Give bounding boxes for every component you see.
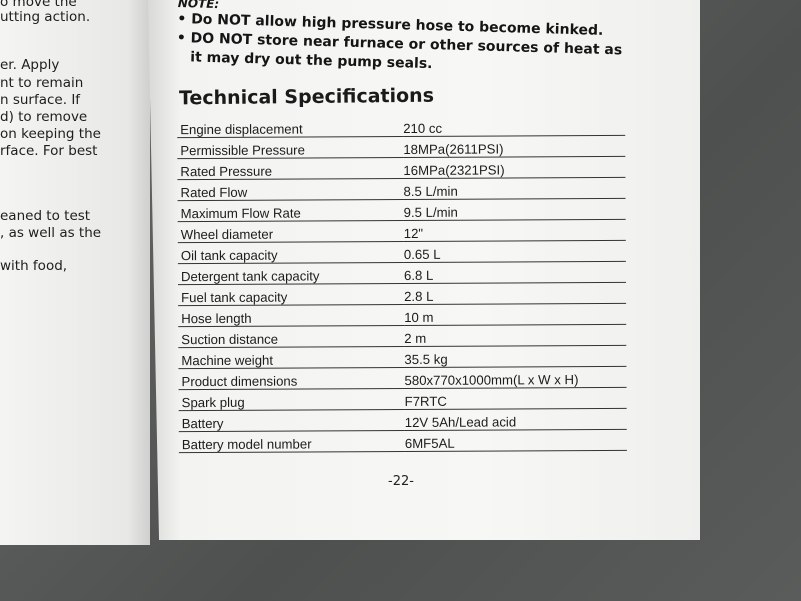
left-page-text: utting action. <box>0 9 91 25</box>
spec-label: Suction distance <box>178 325 405 348</box>
spec-label: Rated Pressure <box>177 157 404 180</box>
spec-value: 18MPa(2611PSI) <box>403 135 626 158</box>
left-page-text: with food, <box>0 258 68 274</box>
spec-row: Fuel tank capacity 2.8 L <box>178 282 627 306</box>
spec-row: Engine displacement 210 cc <box>177 114 626 138</box>
spec-value: 2.8 L <box>403 282 627 305</box>
spec-value: F7RTC <box>404 387 627 410</box>
spec-value: 6MF5AL <box>404 429 627 452</box>
spec-row: Maximum Flow Rate 9.5 L/min <box>177 198 626 222</box>
spec-label: Wheel diameter <box>177 220 404 243</box>
spec-row: Detergent tank capacity 6.8 L <box>177 261 626 285</box>
spec-label: Machine weight <box>178 346 405 369</box>
spec-row: Battery 12V 5Ah/Lead acid <box>178 408 627 432</box>
left-page-text: nt to remain <box>0 75 84 91</box>
note-block: NOTE: • Do NOT allow high pressure hose … <box>176 0 632 80</box>
left-page-text: d) to remove <box>0 109 88 125</box>
left-page-text: , as well as the <box>0 225 102 241</box>
spec-row: Machine weight 35.5 kg <box>178 345 627 369</box>
right-page <box>148 0 700 540</box>
left-page-text: n surface. If <box>0 92 81 108</box>
spec-row: Hose length 10 m <box>178 303 627 327</box>
spec-value: 9.5 L/min <box>403 198 626 221</box>
spec-row: Oil tank capacity 0.65 L <box>177 240 626 264</box>
spec-row: Wheel diameter 12" <box>177 219 626 243</box>
spec-row: Product dimensions 580x770x1000mm(L x W x… <box>178 366 627 390</box>
spec-value: 8.5 L/min <box>403 177 626 200</box>
spec-value: 35.5 kg <box>404 345 627 368</box>
left-page-text: rface. For best <box>0 143 98 159</box>
spec-label: Permissible Pressure <box>177 136 404 159</box>
spec-label: Battery model number <box>178 430 405 453</box>
spec-row: Spark plug F7RTC <box>178 387 627 411</box>
spec-label: Rated Flow <box>177 178 404 201</box>
spec-label: Engine displacement <box>177 115 404 138</box>
spec-value: 580x770x1000mm(L x W x H) <box>404 366 627 389</box>
spec-label: Fuel tank capacity <box>178 283 405 306</box>
spec-row: Rated Pressure 16MPa(2321PSI) <box>177 156 626 180</box>
spec-label: Product dimensions <box>178 367 405 390</box>
spec-value: 210 cc <box>403 114 626 137</box>
section-title: Technical Specifications <box>178 84 435 110</box>
spec-row: Permissible Pressure 18MPa(2611PSI) <box>177 135 626 159</box>
page-number: -22- <box>388 474 414 489</box>
spec-row: Suction distance 2 m <box>178 324 627 348</box>
spec-label: Spark plug <box>178 388 405 411</box>
spec-value: 16MPa(2321PSI) <box>403 156 626 179</box>
spec-label: Maximum Flow Rate <box>177 199 404 222</box>
left-page-text: er. Apply <box>0 57 60 73</box>
spec-row: Battery model number 6MF5AL <box>178 429 627 453</box>
spec-label: Oil tank capacity <box>177 241 404 264</box>
left-page-text: on keeping the <box>0 126 101 142</box>
spec-label: Detergent tank capacity <box>177 262 404 285</box>
spec-value: 12V 5Ah/Lead acid <box>404 408 627 431</box>
spec-table: Engine displacement 210 cc Permissible Pre… <box>177 114 627 453</box>
spec-value: 12" <box>403 219 626 242</box>
spec-value: 10 m <box>404 303 627 326</box>
spec-label: Battery <box>178 409 405 432</box>
left-page-text: eaned to test <box>0 208 91 224</box>
spec-value: 0.65 L <box>403 240 626 263</box>
left-page-text: o move the <box>0 0 77 10</box>
spec-value: 2 m <box>404 324 627 347</box>
spec-value: 6.8 L <box>403 261 626 284</box>
spec-label: Hose length <box>178 304 405 327</box>
left-page: o move the utting action. er. Apply nt to r… <box>0 0 150 545</box>
spec-row: Rated Flow 8.5 L/min <box>177 177 626 201</box>
